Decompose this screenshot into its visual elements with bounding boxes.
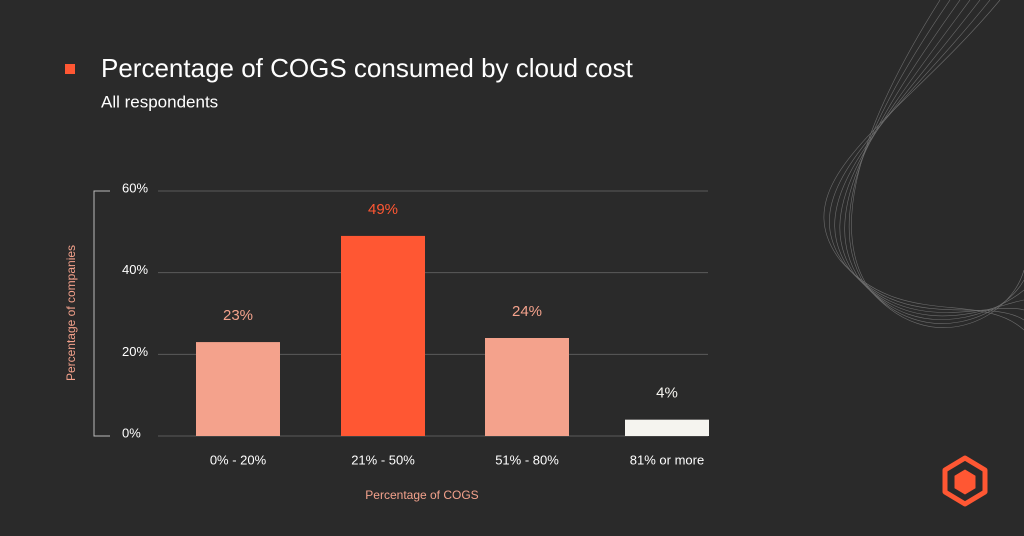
bar: [625, 419, 709, 436]
bar: [341, 235, 425, 436]
value-label: 23%: [223, 307, 253, 324]
y-tick-label: 60%: [122, 180, 148, 195]
bar: [485, 338, 569, 436]
y-tick-label: 0%: [122, 425, 141, 440]
x-tick-label: 51% - 80%: [495, 452, 559, 467]
chart-subtitle: All respondents: [101, 92, 218, 111]
decoration-waves: [823, 0, 1024, 331]
title-marker: [65, 64, 75, 74]
y-tick-label: 20%: [122, 344, 148, 359]
y-axis-bracket: [93, 190, 110, 437]
x-tick-label: 21% - 50%: [351, 452, 415, 467]
x-axis-label: Percentage of COGS: [365, 488, 478, 502]
x-tick-label: 0% - 20%: [210, 452, 267, 467]
x-tick-label: 81% or more: [630, 452, 704, 467]
y-tick-label: 40%: [122, 262, 148, 277]
y-axis-label: Percentage of companies: [64, 245, 78, 381]
logo: [942, 455, 988, 507]
bar: [196, 342, 280, 436]
value-label: 24%: [512, 303, 542, 320]
chart-title: Percentage of COGS consumed by cloud cos…: [101, 53, 634, 83]
value-label: 49%: [368, 201, 398, 218]
value-label: 4%: [656, 385, 678, 402]
